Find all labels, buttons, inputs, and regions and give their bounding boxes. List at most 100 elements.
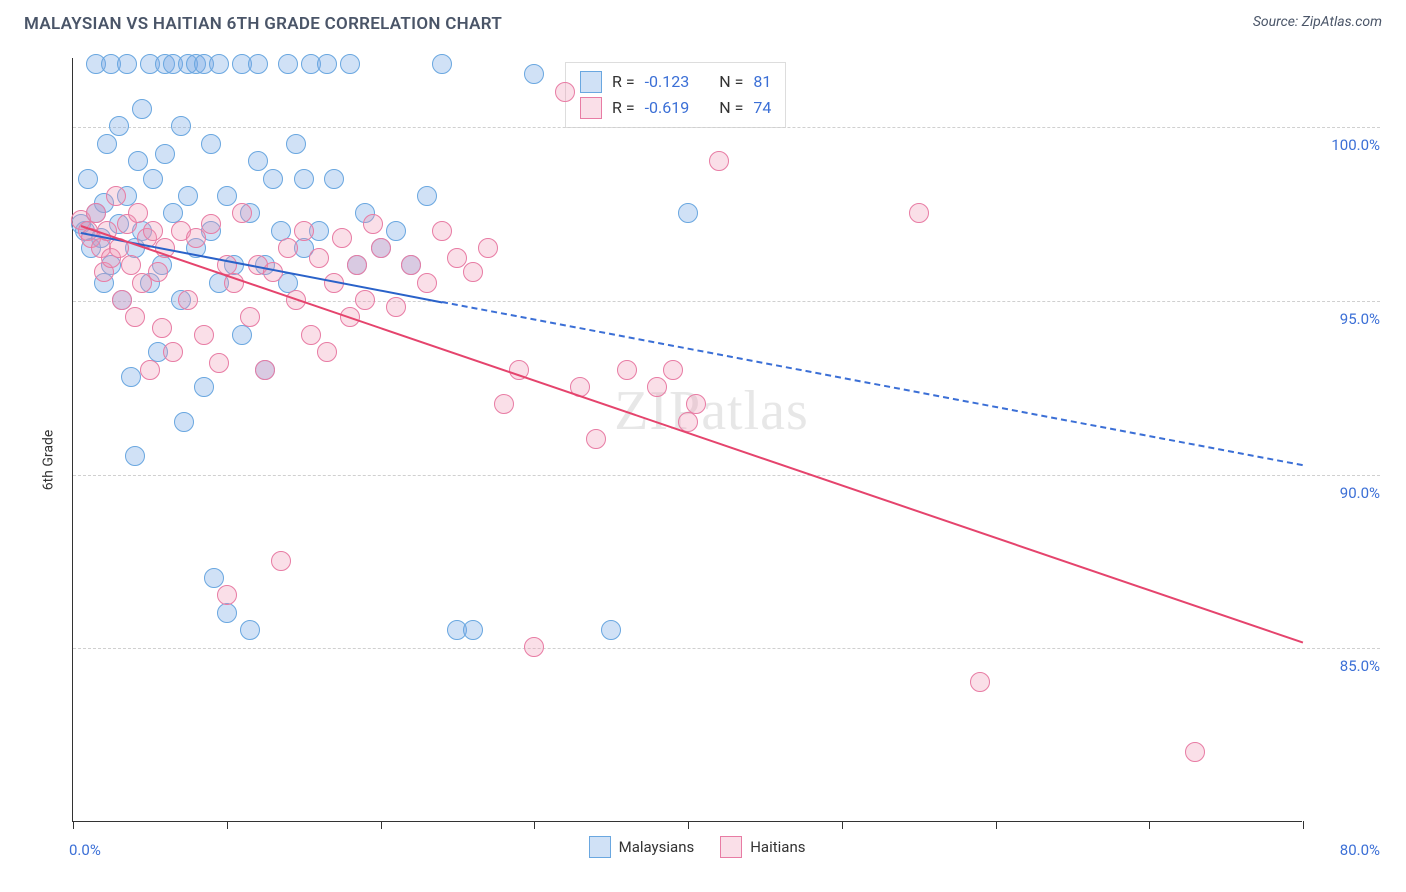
data-point — [240, 620, 260, 640]
data-point — [463, 262, 483, 282]
data-point — [201, 214, 221, 234]
legend-label: Haitians — [750, 838, 805, 856]
data-point — [121, 367, 141, 387]
data-point — [355, 290, 375, 310]
r-label: R = — [612, 69, 635, 95]
data-point — [417, 186, 437, 206]
data-point — [494, 394, 514, 414]
data-point — [143, 221, 163, 241]
x-tick — [996, 821, 997, 829]
n-value: 74 — [753, 95, 771, 121]
data-point — [128, 203, 148, 223]
data-point — [709, 151, 729, 171]
data-point — [363, 214, 383, 234]
data-point — [186, 228, 206, 248]
data-point — [909, 203, 929, 223]
data-point — [617, 360, 637, 380]
correlation-legend: R = -0.123 N = 81 R = -0.619 N = 74 — [565, 62, 786, 128]
data-point — [152, 318, 172, 338]
data-point — [171, 116, 191, 136]
data-point — [155, 144, 175, 164]
y-tick-label: 95.0% — [1310, 310, 1380, 328]
data-point — [217, 603, 237, 623]
y-tick-label: 85.0% — [1310, 657, 1380, 675]
r-label: R = — [612, 95, 635, 121]
x-tick — [842, 821, 843, 829]
n-label: N = — [719, 69, 743, 95]
data-point — [524, 637, 544, 657]
data-point — [401, 255, 421, 275]
data-point — [248, 151, 268, 171]
data-point — [317, 54, 337, 74]
data-point — [678, 203, 698, 223]
data-point — [128, 151, 148, 171]
data-point — [178, 290, 198, 310]
legend-row: R = -0.123 N = 81 — [580, 69, 771, 95]
gridline — [73, 301, 1380, 302]
data-point — [386, 221, 406, 241]
data-point — [271, 551, 291, 571]
data-point — [663, 360, 683, 380]
gridline — [73, 127, 1380, 128]
data-point — [97, 134, 117, 154]
plot-area: ZIPatlas R =-0.123N =81R =-0.619N =74 85… — [72, 58, 1302, 822]
data-point — [106, 186, 126, 206]
data-point — [125, 446, 145, 466]
data-point — [432, 221, 452, 241]
data-point — [217, 186, 237, 206]
data-point — [586, 429, 606, 449]
y-tick-label: 100.0% — [1310, 136, 1380, 154]
data-point — [294, 221, 314, 241]
n-value: 81 — [753, 69, 771, 95]
data-point — [143, 169, 163, 189]
data-point — [686, 394, 706, 414]
data-point — [970, 672, 990, 692]
y-axis-label: 6th Grade — [40, 430, 56, 491]
data-point — [78, 169, 98, 189]
data-point — [478, 238, 498, 258]
data-point — [417, 273, 437, 293]
data-point — [194, 325, 214, 345]
data-point — [294, 169, 314, 189]
x-tick-label: 80.0% — [1340, 841, 1380, 859]
n-label: N = — [719, 95, 743, 121]
data-point — [347, 255, 367, 275]
x-tick — [381, 821, 382, 829]
data-point — [132, 99, 152, 119]
data-point — [332, 228, 352, 248]
data-point — [301, 325, 321, 345]
data-point — [324, 169, 344, 189]
data-point — [278, 54, 298, 74]
legend-label: Malaysians — [619, 838, 695, 856]
data-point — [204, 568, 224, 588]
data-point — [286, 134, 306, 154]
legend-row: R = -0.619 N = 74 — [580, 95, 771, 121]
watermark: ZIPatlas — [614, 379, 809, 443]
data-point — [524, 64, 544, 84]
data-point — [255, 360, 275, 380]
legend-swatch — [589, 836, 611, 858]
data-point — [194, 377, 214, 397]
x-tick — [73, 821, 74, 829]
x-tick — [227, 821, 228, 829]
legend-swatch — [580, 71, 602, 93]
data-point — [248, 54, 268, 74]
r-value: -0.123 — [645, 69, 690, 95]
legend-swatch — [720, 836, 742, 858]
data-point — [278, 238, 298, 258]
data-point — [209, 353, 229, 373]
data-point — [340, 54, 360, 74]
legend-item: Haitians — [720, 836, 805, 858]
data-point — [148, 262, 168, 282]
data-point — [232, 203, 252, 223]
data-point — [386, 297, 406, 317]
data-point — [432, 54, 452, 74]
data-point — [217, 585, 237, 605]
data-point — [232, 325, 252, 345]
legend-item: Malaysians — [589, 836, 695, 858]
data-point — [601, 620, 621, 640]
data-point — [163, 342, 183, 362]
x-tick — [688, 821, 689, 829]
chart-container: 6th Grade ZIPatlas R = -0.123 N = 81 R = -0.6… — [24, 48, 1382, 872]
r-value: -0.619 — [645, 95, 690, 121]
